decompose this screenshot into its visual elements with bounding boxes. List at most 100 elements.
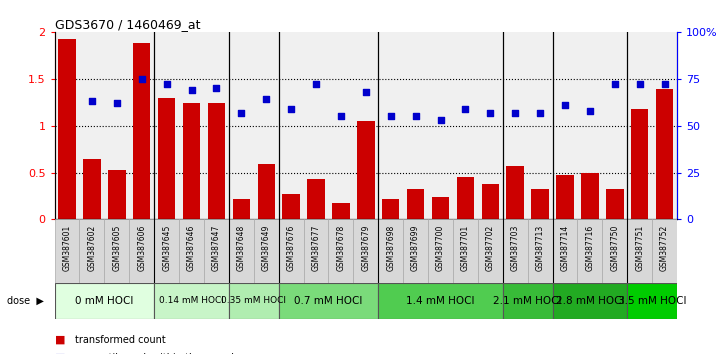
Bar	[652, 219, 677, 283]
Text: 3.5 mM HOCl: 3.5 mM HOCl	[618, 296, 687, 306]
Bar	[531, 189, 549, 219]
Text: 2.1 mM HOCl: 2.1 mM HOCl	[494, 296, 562, 306]
Bar	[553, 219, 577, 283]
Text: 1.4 mM HOCl: 1.4 mM HOCl	[406, 296, 475, 306]
Bar	[428, 219, 453, 283]
Bar	[204, 219, 229, 283]
Bar	[154, 219, 179, 283]
Bar	[656, 89, 673, 219]
Bar	[328, 219, 353, 283]
Bar	[229, 219, 254, 283]
Bar	[581, 172, 598, 219]
Bar	[503, 283, 553, 319]
Point	[634, 81, 646, 87]
Text: dose  ▶: dose ▶	[7, 296, 44, 306]
Point	[360, 89, 372, 95]
Text: GSM387716: GSM387716	[585, 224, 594, 271]
Text: GSM387648: GSM387648	[237, 224, 246, 271]
Bar	[482, 184, 499, 219]
Point	[584, 108, 596, 114]
Bar	[357, 121, 374, 219]
Point	[510, 110, 521, 115]
Point	[86, 98, 98, 104]
Bar	[631, 109, 649, 219]
Text: 2.8 mM HOCl: 2.8 mM HOCl	[555, 296, 624, 306]
Bar	[207, 103, 225, 219]
Bar	[279, 219, 304, 283]
Bar	[553, 283, 628, 319]
Bar	[379, 219, 403, 283]
Text: GSM387601: GSM387601	[63, 224, 71, 271]
Bar	[279, 283, 379, 319]
Text: GSM387676: GSM387676	[287, 224, 296, 271]
Text: GSM387678: GSM387678	[336, 224, 345, 271]
Text: GSM387602: GSM387602	[87, 224, 96, 271]
Text: GDS3670 / 1460469_at: GDS3670 / 1460469_at	[55, 18, 200, 31]
Text: GSM387647: GSM387647	[212, 224, 221, 271]
Bar	[432, 197, 449, 219]
Point	[385, 113, 397, 119]
Text: GSM387752: GSM387752	[660, 224, 669, 271]
Text: GSM387606: GSM387606	[138, 224, 146, 271]
Bar	[158, 98, 175, 219]
Bar	[379, 283, 503, 319]
Bar	[55, 283, 154, 319]
Text: GSM387701: GSM387701	[461, 224, 470, 271]
Point	[161, 81, 173, 87]
Text: GSM387751: GSM387751	[636, 224, 644, 271]
Bar	[282, 194, 300, 219]
Point	[310, 81, 322, 87]
Bar	[407, 189, 424, 219]
Text: GSM387698: GSM387698	[387, 224, 395, 271]
Text: ■: ■	[55, 335, 65, 345]
Point	[659, 81, 670, 87]
Point	[335, 113, 347, 119]
Point	[186, 87, 197, 93]
Text: GSM387702: GSM387702	[486, 224, 495, 271]
Bar	[353, 219, 379, 283]
Point	[285, 106, 297, 112]
Text: GSM387645: GSM387645	[162, 224, 171, 271]
Bar	[453, 219, 478, 283]
Text: GSM387750: GSM387750	[610, 224, 620, 271]
Bar	[179, 219, 204, 283]
Text: GSM387677: GSM387677	[312, 224, 320, 271]
Bar	[154, 283, 229, 319]
Point	[236, 110, 248, 115]
Bar	[628, 283, 677, 319]
Text: GSM387700: GSM387700	[436, 224, 445, 271]
Bar	[254, 219, 279, 283]
Text: GSM387646: GSM387646	[187, 224, 196, 271]
Bar	[130, 219, 154, 283]
Bar	[382, 199, 400, 219]
Bar	[528, 219, 553, 283]
Bar	[577, 219, 602, 283]
Bar	[258, 164, 275, 219]
Text: GSM387699: GSM387699	[411, 224, 420, 271]
Point	[210, 85, 222, 91]
Text: transformed count: transformed count	[75, 335, 166, 345]
Bar	[58, 39, 76, 219]
Bar	[304, 219, 328, 283]
Text: GSM387605: GSM387605	[112, 224, 122, 271]
Point	[609, 81, 621, 87]
Bar	[606, 189, 623, 219]
Text: GSM387649: GSM387649	[262, 224, 271, 271]
Text: 0.14 mM HOCl: 0.14 mM HOCl	[159, 296, 224, 306]
Text: ■: ■	[55, 353, 65, 354]
Bar	[456, 177, 474, 219]
Point	[136, 76, 148, 81]
Bar	[79, 219, 104, 283]
Bar	[108, 170, 125, 219]
Point	[261, 97, 272, 102]
Text: GSM387714: GSM387714	[561, 224, 569, 271]
Bar	[133, 43, 151, 219]
Bar	[332, 202, 349, 219]
Text: 0.35 mM HOCl: 0.35 mM HOCl	[221, 296, 286, 306]
Bar	[403, 219, 428, 283]
Point	[459, 106, 471, 112]
Point	[559, 102, 571, 108]
Bar	[503, 219, 528, 283]
Text: 0.7 mM HOCl: 0.7 mM HOCl	[294, 296, 363, 306]
Point	[435, 117, 446, 123]
